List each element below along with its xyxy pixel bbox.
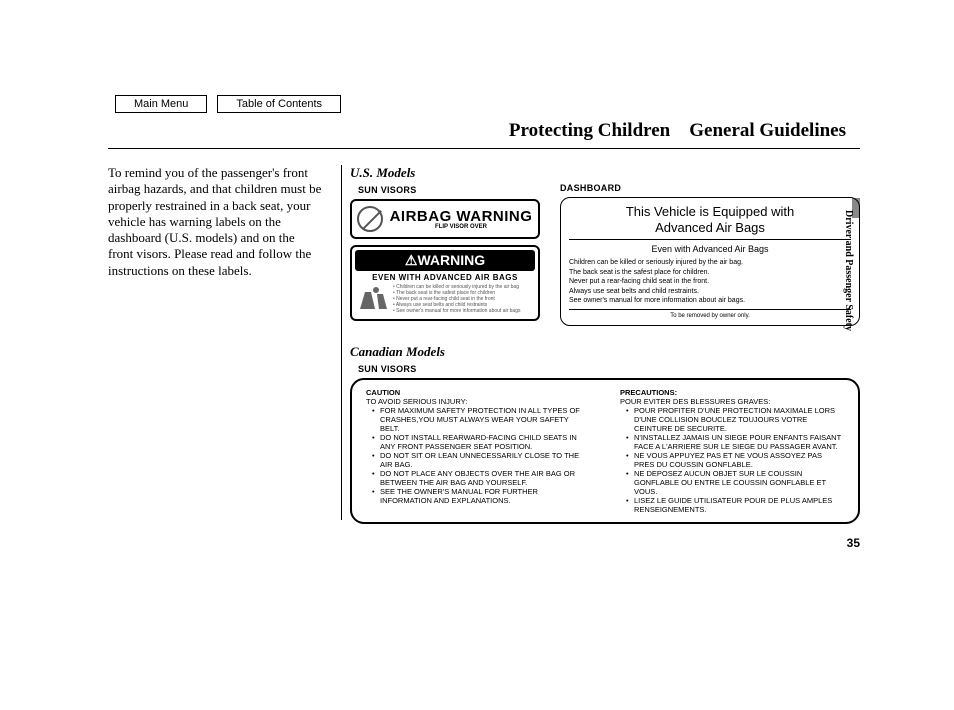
dashboard-sticker: This Vehicle is Equipped with Advanced A… (560, 197, 860, 326)
airbag-warning-label: AIRBAG WARNING FLIP VISOR OVER (350, 199, 540, 239)
dash-body-lines: Children can be killed or seriously inju… (569, 258, 851, 305)
intro-text: To remind you of the passenger's front a… (108, 165, 323, 279)
dash-title-line2: Advanced Air Bags (655, 220, 765, 235)
cdn-precautions-sub: POUR EVITER DES BLESSURES GRAVES: (620, 397, 844, 406)
cdn-english-col: CAUTION TO AVOID SERIOUS INJURY: FOR MAX… (366, 388, 590, 514)
labels-column: U.S. Models SUN VISORS AIRBAG WARNING FL… (350, 165, 860, 570)
column-divider (341, 165, 342, 520)
cdn-caution-sub: TO AVOID SERIOUS INJURY: (366, 397, 590, 406)
page-number: 35 (847, 536, 860, 550)
cdn-precautions-head: PRECAUTIONS: (620, 388, 844, 397)
intro-column: To remind you of the passenger's front a… (108, 165, 333, 570)
warning-sub: EVEN WITH ADVANCED AIR BAGS (355, 271, 535, 284)
nav-buttons: Main Menu Table of Contents (115, 95, 341, 113)
dash-subtitle: Even with Advanced Air Bags (569, 244, 851, 254)
us-heading: U.S. Models (350, 165, 540, 181)
airbag-warning-title: AIRBAG WARNING (389, 209, 533, 224)
cdn-french-list: POUR PROFITER D'UNE PROTECTION MAXIMALE … (620, 406, 844, 514)
dash-title-line1: This Vehicle is Equipped with (626, 204, 794, 219)
child-seat-icon (357, 284, 389, 312)
us-models-section: U.S. Models SUN VISORS AIRBAG WARNING FL… (350, 165, 540, 326)
content-area: To remind you of the passenger's front a… (108, 165, 860, 570)
dashboard-label: DASHBOARD (560, 183, 860, 193)
cdn-french-col: PRECAUTIONS: POUR EVITER DES BLESSURES G… (620, 388, 844, 514)
canadian-label: CAUTION TO AVOID SERIOUS INJURY: FOR MAX… (350, 378, 860, 524)
dash-footer: To be removed by owner only. (569, 309, 851, 319)
cdn-english-list: FOR MAXIMUM SAFETY PROTECTION IN ALL TYP… (366, 406, 590, 505)
warning-label: WARNING EVEN WITH ADVANCED AIR BAGS Chil… (350, 245, 540, 321)
main-menu-button[interactable]: Main Menu (115, 95, 207, 113)
toc-button[interactable]: Table of Contents (217, 95, 341, 113)
prohibition-icon (357, 206, 383, 232)
title-rule (108, 148, 860, 149)
sun-visors-label: SUN VISORS (358, 185, 540, 195)
warning-title: WARNING (355, 250, 535, 271)
warning-bullet-list: Children can be killed or seriously inju… (393, 284, 521, 314)
cdn-sun-visors-label: SUN VISORS (358, 364, 860, 374)
canadian-section: Canadian Models SUN VISORS CAUTION TO AV… (350, 344, 860, 524)
cdn-heading: Canadian Models (350, 344, 860, 360)
cdn-caution-head: CAUTION (366, 388, 590, 397)
page-title: Protecting Children General Guidelines (509, 120, 846, 142)
dashboard-section: DASHBOARD This Vehicle is Equipped with … (560, 165, 860, 326)
